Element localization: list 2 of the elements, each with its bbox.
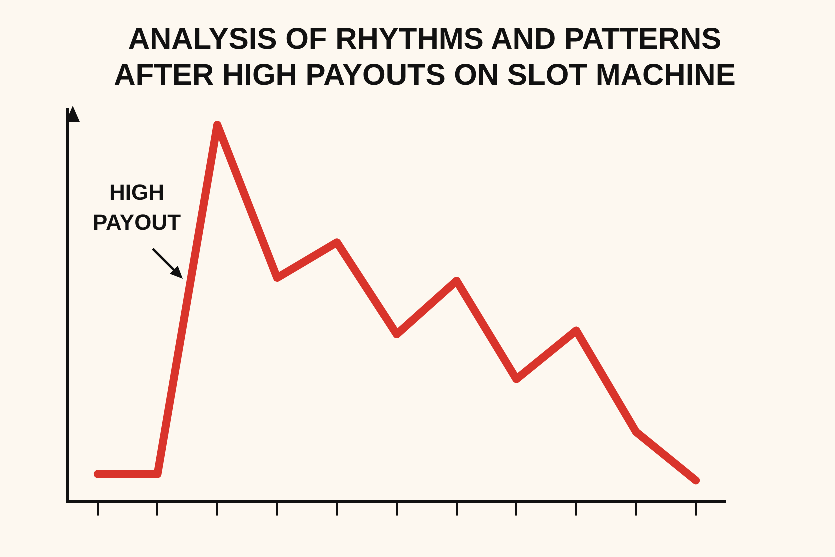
chart-title: ANALYSIS OF RHYTHMS AND PATTERNS AFTER HIGH PAYOUTS ON SLOT MACHINE (113, 22, 737, 94)
annotation: HIGH PAYOUT (92, 179, 182, 237)
